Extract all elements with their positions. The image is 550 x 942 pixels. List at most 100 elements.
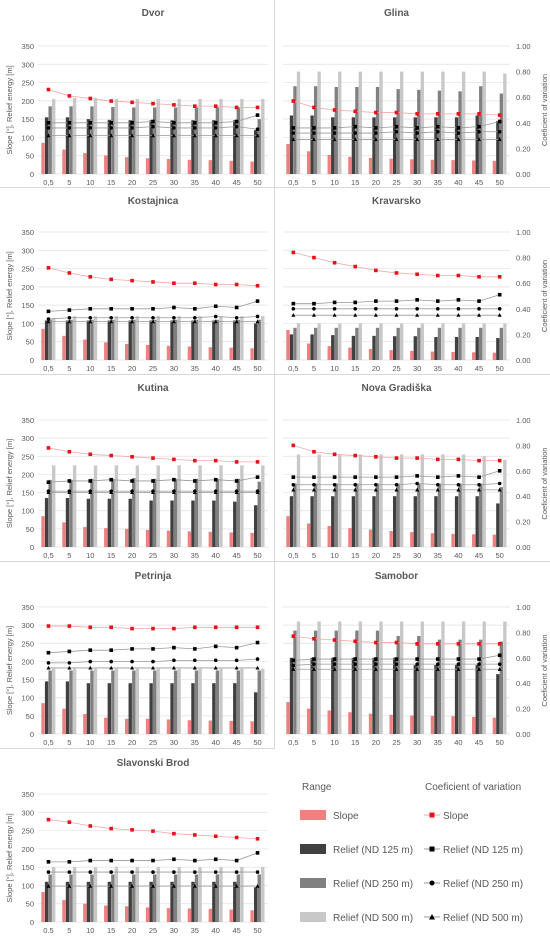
bar-relief250	[375, 630, 380, 734]
marker-cv_relief250	[353, 662, 358, 666]
y-tick-label: 100	[21, 694, 34, 703]
marker-cv_relief250	[415, 307, 419, 311]
marker-cv_relief250	[234, 658, 239, 663]
bar-relief500	[156, 465, 160, 547]
marker-cv_slope	[477, 642, 481, 646]
bar-relief250	[48, 479, 52, 547]
marker-cv_relief125	[88, 121, 93, 125]
marker-cv_relief250	[234, 870, 239, 874]
marker-cv_slope	[456, 112, 461, 116]
bar-relief125	[149, 120, 153, 174]
bar-relief500	[219, 465, 223, 547]
marker-cv_relief250	[497, 662, 502, 666]
bar-slope	[368, 157, 373, 174]
bar-relief500	[317, 71, 321, 174]
y-tick-label: 250	[21, 639, 34, 648]
legend-range-item: Relief (ND 125 m)	[333, 845, 413, 856]
marker-cv_relief500	[67, 665, 72, 670]
marker-cv_relief500	[213, 133, 218, 138]
x-tick-label: 5	[312, 551, 316, 560]
marker-cv_relief500	[67, 490, 72, 494]
bar-relief500	[135, 316, 140, 360]
marker-cv_relief250	[374, 307, 378, 311]
marker-cv_relief125	[374, 657, 378, 661]
marker-cv_relief125	[46, 121, 51, 125]
marker-cv_relief125	[435, 475, 440, 479]
marker-cv_relief125	[435, 657, 440, 661]
bar-relief250	[215, 319, 220, 360]
marker-cv_relief125	[435, 299, 440, 303]
marker-cv_relief500	[497, 313, 502, 317]
x-tick-label: 45	[232, 178, 240, 187]
y-tick-label: 50	[26, 338, 34, 347]
y-tick-label: 0	[30, 356, 34, 365]
marker-cv_slope	[394, 110, 399, 115]
bar-relief125	[65, 498, 70, 547]
y-tick-label: 0	[30, 170, 34, 179]
bar-relief500	[441, 621, 445, 734]
marker-cv_relief125	[353, 475, 358, 479]
x-tick-label: 30	[170, 364, 178, 373]
marker-cv_slope	[130, 455, 134, 459]
bar-relief125	[289, 496, 294, 547]
marker-cv_slope	[193, 104, 197, 108]
marker-cv_relief500	[353, 137, 358, 142]
bar-relief125	[454, 496, 459, 547]
y-tick-label: 300	[21, 808, 34, 817]
marker-cv_relief250	[88, 870, 93, 874]
bar-relief500	[135, 99, 140, 174]
bar-slope	[286, 144, 290, 174]
marker-cv_relief500	[171, 133, 176, 138]
marker-cv_relief500	[332, 137, 337, 142]
marker-cv_slope	[497, 275, 502, 279]
marker-cv_relief500	[67, 133, 72, 138]
marker-cv_slope	[67, 624, 72, 628]
marker-cv_relief250	[394, 662, 399, 666]
marker-cv_relief125	[415, 298, 419, 302]
x-tick-label: 50	[496, 364, 504, 373]
marker-cv_relief500	[373, 667, 378, 671]
marker-cv_relief250	[353, 482, 358, 487]
bar-slope	[187, 720, 192, 734]
marker-cv_relief250	[456, 662, 461, 666]
marker-cv_relief250	[130, 315, 134, 320]
marker-cv_relief500	[255, 490, 260, 494]
y2-tick-label: 1.00	[516, 603, 531, 612]
x-tick-label: 15	[107, 364, 115, 373]
bar-relief250	[90, 106, 94, 174]
marker-cv_relief125	[415, 126, 419, 130]
bar-relief500	[261, 668, 265, 734]
bar-relief250	[48, 874, 52, 922]
x-tick-label: 50	[496, 738, 504, 747]
bar-slope	[62, 335, 66, 360]
marker-cv_relief125	[353, 124, 358, 129]
marker-cv_relief500	[46, 490, 51, 494]
bar-relief250	[194, 874, 199, 922]
x-tick-label: 50	[253, 551, 261, 560]
marker-cv_relief500	[213, 665, 218, 670]
bar-relief500	[400, 621, 404, 734]
marker-cv_relief125	[130, 479, 134, 483]
bar-relief125	[289, 657, 294, 734]
panel-petrinja: Petrinja 0 50 100 150 200 250 300 350 Slope [°], …	[5, 571, 268, 747]
marker-cv_slope	[46, 624, 51, 628]
marker-cv_relief250	[213, 870, 218, 874]
marker-cv_relief125	[435, 124, 440, 129]
bar-relief500	[52, 465, 56, 547]
bar-slope	[208, 531, 212, 547]
y2-tick-label: 0.60	[516, 467, 531, 476]
marker-cv_relief125	[456, 474, 461, 478]
bar-relief250	[437, 483, 442, 547]
x-tick-label: 25	[392, 364, 400, 373]
x-tick-label: 50	[496, 178, 504, 187]
marker-cv_slope	[255, 837, 260, 841]
y2-tick-label: 0.20	[516, 330, 531, 339]
bar-relief125	[434, 336, 438, 360]
panel-title: Nova Gradiška	[361, 383, 431, 394]
marker-cv_relief250	[415, 662, 419, 666]
bar-slope	[83, 527, 87, 547]
bar-relief500	[503, 73, 507, 174]
x-tick-label: 15	[351, 364, 359, 373]
marker-cv_slope	[435, 457, 440, 462]
marker-cv_relief125	[88, 479, 93, 483]
